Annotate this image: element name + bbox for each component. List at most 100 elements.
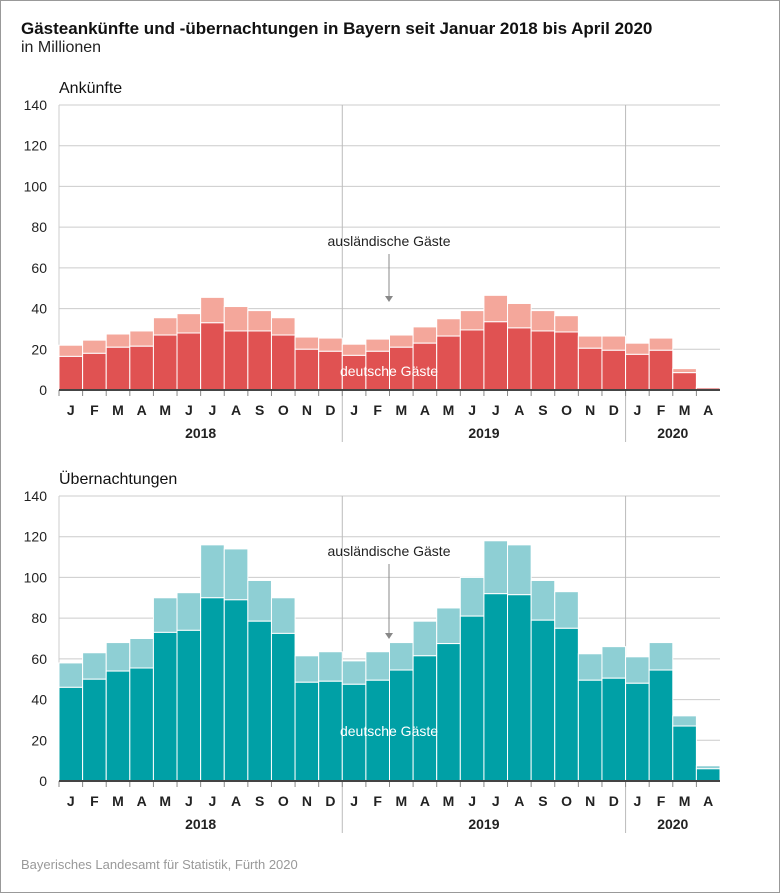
- bar-foreign: [294, 336, 320, 350]
- bar-domestic: [247, 330, 272, 391]
- bar-foreign: [389, 642, 414, 671]
- bar-domestic: [318, 680, 343, 782]
- bar-domestic: [507, 327, 532, 391]
- x-tick-label: A: [514, 402, 524, 418]
- bar-domestic: [129, 345, 154, 391]
- bar-foreign: [554, 315, 579, 333]
- bar-foreign: [648, 642, 674, 671]
- x-tick-label: F: [90, 402, 99, 418]
- year-label: 2018: [185, 425, 216, 441]
- bar-foreign: [530, 310, 556, 332]
- bar-foreign: [436, 607, 461, 645]
- bar-domestic: [554, 331, 579, 391]
- bar-foreign: [436, 318, 461, 337]
- x-tick-label: J: [492, 793, 500, 809]
- x-tick-label: M: [395, 402, 407, 418]
- x-tick-label: S: [255, 793, 264, 809]
- x-tick-label: M: [679, 402, 691, 418]
- bar-foreign: [625, 656, 650, 684]
- bar-foreign: [341, 343, 367, 356]
- x-tick-label: M: [679, 793, 691, 809]
- year-label: 2020: [657, 816, 688, 832]
- bar-domestic: [436, 643, 461, 782]
- bar-foreign: [176, 313, 202, 334]
- x-tick-label: A: [231, 402, 241, 418]
- bar-domestic: [200, 597, 225, 782]
- bar-foreign: [129, 330, 154, 347]
- x-tick-label: M: [443, 793, 455, 809]
- arrow-head-icon: [385, 633, 393, 639]
- bar-domestic: [294, 348, 320, 391]
- bar-domestic: [672, 372, 697, 391]
- x-tick-label: F: [657, 793, 666, 809]
- y-tick-label: 60: [31, 651, 47, 667]
- bar-foreign: [625, 342, 650, 355]
- bar-domestic: [459, 329, 485, 391]
- x-tick-label: J: [468, 793, 476, 809]
- bar-foreign: [58, 662, 84, 688]
- x-tick-label: O: [278, 793, 289, 809]
- year-label: 2020: [657, 425, 688, 441]
- x-tick-label: J: [67, 402, 75, 418]
- x-tick-label: N: [302, 793, 312, 809]
- year-label: 2019: [468, 816, 499, 832]
- x-tick-label: A: [703, 402, 713, 418]
- x-tick-label: J: [468, 402, 476, 418]
- bar-foreign: [152, 597, 178, 633]
- bar-domestic: [436, 335, 461, 391]
- bar-domestic: [176, 332, 202, 391]
- bar-domestic: [223, 599, 249, 782]
- bar-domestic: [152, 631, 178, 782]
- bar-domestic: [507, 594, 532, 782]
- bar-foreign: [270, 317, 296, 336]
- y-tick-label: 120: [24, 138, 48, 154]
- bar-domestic: [577, 679, 603, 782]
- x-tick-label: S: [538, 402, 547, 418]
- x-tick-label: A: [137, 402, 147, 418]
- y-tick-label: 40: [31, 692, 47, 708]
- x-tick-label: J: [209, 793, 217, 809]
- y-tick-label: 0: [39, 773, 47, 789]
- bar-foreign: [672, 368, 697, 374]
- panel-title: Übernachtungen: [59, 470, 177, 488]
- y-tick-label: 120: [24, 529, 48, 545]
- bar-foreign: [365, 651, 390, 681]
- y-tick-label: 140: [24, 97, 48, 113]
- x-tick-label: M: [159, 793, 171, 809]
- bar-foreign: [200, 296, 225, 324]
- x-tick-label: A: [137, 793, 147, 809]
- bar-foreign: [365, 338, 390, 352]
- y-tick-label: 20: [31, 732, 47, 748]
- arrow-head-icon: [385, 296, 393, 302]
- x-tick-label: A: [420, 793, 430, 809]
- bar-domestic: [459, 615, 485, 782]
- bar-foreign: [483, 540, 509, 595]
- x-tick-label: A: [420, 402, 430, 418]
- bar-domestic: [247, 620, 272, 782]
- bar-domestic: [82, 678, 107, 782]
- x-tick-label: A: [514, 793, 524, 809]
- year-label: 2018: [185, 816, 216, 832]
- x-tick-label: J: [209, 402, 217, 418]
- bar-foreign: [530, 579, 556, 621]
- x-tick-label: J: [633, 793, 641, 809]
- chart-title: Gästeankünfte und -übernachtungen in Bay…: [21, 19, 653, 38]
- x-tick-label: A: [703, 793, 713, 809]
- bar-foreign: [412, 326, 438, 344]
- x-tick-label: S: [255, 402, 264, 418]
- annotation-domestic: deutsche Gäste: [340, 363, 438, 379]
- bar-foreign: [507, 302, 532, 329]
- bar-domestic: [672, 725, 697, 782]
- bar-foreign: [105, 333, 131, 348]
- bar-foreign: [648, 337, 674, 351]
- bar-foreign: [247, 579, 272, 622]
- bar-domestic: [601, 677, 627, 782]
- bar-foreign: [223, 306, 249, 332]
- y-tick-label: 0: [39, 382, 47, 398]
- x-tick-label: J: [350, 402, 358, 418]
- source-note: Bayerisches Landesamt für Statistik, Für…: [21, 857, 298, 872]
- bar-domestic: [270, 632, 296, 782]
- bar-foreign: [82, 652, 107, 680]
- bar-domestic: [625, 353, 650, 391]
